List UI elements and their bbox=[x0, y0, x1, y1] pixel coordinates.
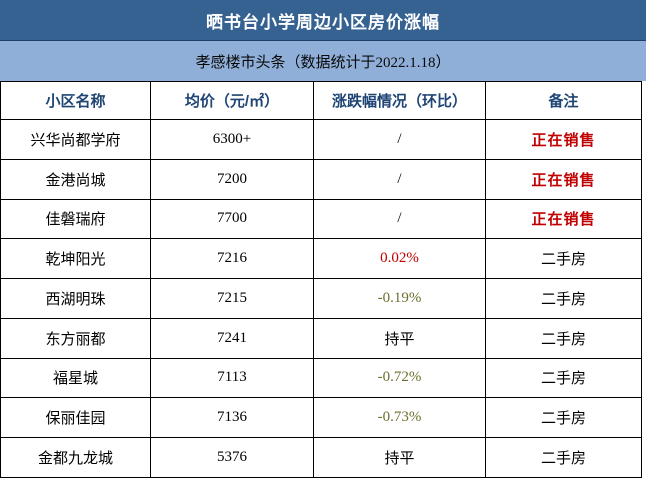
table-row: 金都九龙城 5376 持平 二手房 bbox=[0, 437, 642, 478]
community-name-cell: 佳磐瑞府 bbox=[0, 198, 151, 240]
note-cell: 二手房 bbox=[485, 278, 642, 319]
community-name-cell: 金都九龙城 bbox=[0, 437, 151, 478]
change-cell: 0.02% bbox=[313, 238, 486, 280]
change-cell: 持平 bbox=[313, 317, 486, 359]
note-cell: 正在销售 bbox=[485, 119, 642, 160]
community-name-cell: 东方丽都 bbox=[0, 317, 151, 359]
note-cell: 二手房 bbox=[485, 317, 642, 359]
table-row: 保丽佳园 7136 -0.73% 二手房 bbox=[0, 397, 642, 439]
note-cell: 二手房 bbox=[485, 397, 642, 439]
avg-price-cell: 7241 bbox=[150, 317, 314, 359]
community-name-cell: 兴华尚都学府 bbox=[0, 119, 151, 160]
table-row: 兴华尚都学府 6300+ / 正在销售 bbox=[0, 119, 642, 160]
col-header-community-name: 小区名称 bbox=[0, 81, 151, 120]
change-cell: -0.19% bbox=[313, 278, 486, 319]
table-row: 福星城 7113 -0.72% 二手房 bbox=[0, 357, 642, 399]
col-header-note: 备注 bbox=[485, 81, 642, 120]
avg-price-cell: 6300+ bbox=[150, 119, 314, 160]
note-cell: 正在销售 bbox=[485, 198, 642, 240]
note-cell: 二手房 bbox=[485, 357, 642, 399]
change-cell: -0.73% bbox=[313, 397, 486, 439]
change-cell: / bbox=[313, 198, 486, 240]
note-cell: 正在销售 bbox=[485, 158, 642, 200]
avg-price-cell: 7216 bbox=[150, 238, 314, 280]
table-row: 佳磐瑞府 7700/正在销售 bbox=[0, 198, 642, 240]
avg-price-cell: 5376 bbox=[150, 437, 314, 478]
table-body: 兴华尚都学府 6300+ / 正在销售 金港尚城 7200/正在销售 佳磐瑞府 7700/正在… bbox=[0, 119, 642, 478]
col-header-avg-price: 均价（元/㎡） bbox=[150, 81, 314, 120]
change-cell: 持平 bbox=[313, 437, 486, 478]
note-cell: 二手房 bbox=[485, 437, 642, 478]
note-cell: 二手房 bbox=[485, 238, 642, 280]
change-cell: / bbox=[313, 158, 486, 200]
price-table: 小区名称 均价（元/㎡） 涨跌幅情况（环比） 备注 兴华尚都学府 6300+ / 正在… bbox=[0, 81, 642, 478]
community-name-cell: 保丽佳园 bbox=[0, 397, 151, 439]
avg-price-cell: 7136 bbox=[150, 397, 314, 439]
community-name-cell: 西湖明珠 bbox=[0, 278, 151, 319]
table-row: 乾坤阳光 7216 0.02% 二手房 bbox=[0, 238, 642, 280]
page-title: 晒书台小学周边小区房价涨幅 bbox=[206, 12, 440, 32]
title-bar: 晒书台小学周边小区房价涨幅 bbox=[0, 0, 646, 41]
table-row: 金港尚城 7200/正在销售 bbox=[0, 158, 642, 200]
subtitle-text: 孝感楼市头条（数据统计于2022.1.18） bbox=[195, 54, 451, 71]
change-cell: / bbox=[313, 119, 486, 160]
community-name-cell: 福星城 bbox=[0, 357, 151, 399]
avg-price-cell: 7200 bbox=[150, 158, 314, 200]
community-name-cell: 乾坤阳光 bbox=[0, 238, 151, 280]
avg-price-cell: 7700 bbox=[150, 198, 314, 240]
avg-price-cell: 7113 bbox=[150, 357, 314, 399]
header-row: 小区名称 均价（元/㎡） 涨跌幅情况（环比） 备注 bbox=[0, 81, 642, 120]
table-row: 东方丽都 7241 持平 二手房 bbox=[0, 317, 642, 359]
col-header-change: 涨跌幅情况（环比） bbox=[313, 81, 486, 120]
avg-price-cell: 7215 bbox=[150, 278, 314, 319]
community-name-cell: 金港尚城 bbox=[0, 158, 151, 200]
subtitle-bar: 孝感楼市头条（数据统计于2022.1.18） bbox=[0, 41, 646, 81]
change-cell: -0.72% bbox=[313, 357, 486, 399]
table-row: 西湖明珠 7215 -0.19% 二手房 bbox=[0, 278, 642, 319]
